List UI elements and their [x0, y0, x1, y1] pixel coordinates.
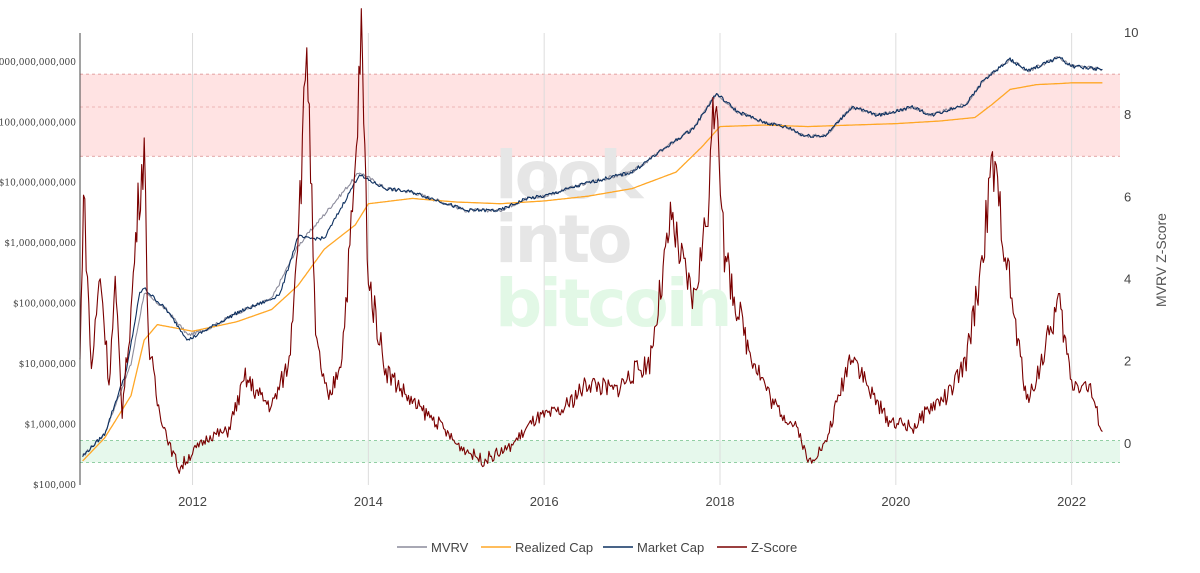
legend: MVRV Realized Cap Market Cap Z-Score: [397, 540, 797, 555]
watermark-line-3: bitcoin: [495, 265, 730, 342]
x-tick-label: 2018: [706, 494, 735, 509]
x-tick-label: 2016: [530, 494, 559, 509]
zone-band-overvalued: [80, 74, 1120, 157]
series-line-z-score: [79, 8, 1103, 474]
series-lines: [79, 8, 1103, 474]
watermark: look into bitcoin: [495, 137, 733, 342]
right-tick-label: 0: [1124, 436, 1131, 451]
right-axis-title: MVRV Z-Score: [1153, 213, 1169, 307]
left-tick-label: $10,000,000,000: [0, 179, 76, 189]
x-tick-label: 2012: [178, 494, 207, 509]
x-tick-label: 2022: [1057, 494, 1086, 509]
watermark-line-2: into: [495, 201, 630, 278]
right-tick-label: 2: [1124, 354, 1131, 369]
left-tick-label: $1,000,000,000: [4, 239, 76, 249]
x-tick-label: 2014: [354, 494, 383, 509]
legend-label: Realized Cap: [515, 540, 593, 555]
right-axis-ticks: 0 2 4 6 8 10: [1124, 25, 1138, 451]
left-tick-label: $10,000,000: [19, 360, 77, 370]
series-line-market-cap: [82, 56, 1103, 457]
left-tick-label: $100,000,000: [13, 300, 76, 310]
legend-label: Market Cap: [637, 540, 704, 555]
left-tick-label: $100,000,000,000: [0, 118, 76, 128]
series-line-realized-cap: [82, 82, 1103, 462]
right-tick-label: 4: [1124, 272, 1131, 287]
vertical-grid: [192, 33, 1073, 485]
left-tick-label: $1,000,000: [24, 421, 76, 431]
left-axis-ticks: $100,000 $1,000,000 $10,000,000 $100,000,00…: [0, 58, 76, 491]
right-tick-label: 10: [1124, 25, 1138, 40]
zone-band-undervalued: [80, 440, 1120, 463]
left-tick-label: $100,000: [33, 481, 76, 491]
left-tick-label: 1,000,000,000,000: [0, 58, 76, 68]
x-tick-label: 2020: [881, 494, 910, 509]
zone-bands: [80, 73, 1120, 463]
legend-label: Z-Score: [751, 540, 797, 555]
x-axis-ticks: 2012 2014 2016 2018 2020 2022: [178, 494, 1086, 509]
right-tick-label: 6: [1124, 189, 1131, 204]
legend-label: MVRV: [431, 540, 469, 555]
right-tick-label: 8: [1124, 107, 1131, 122]
